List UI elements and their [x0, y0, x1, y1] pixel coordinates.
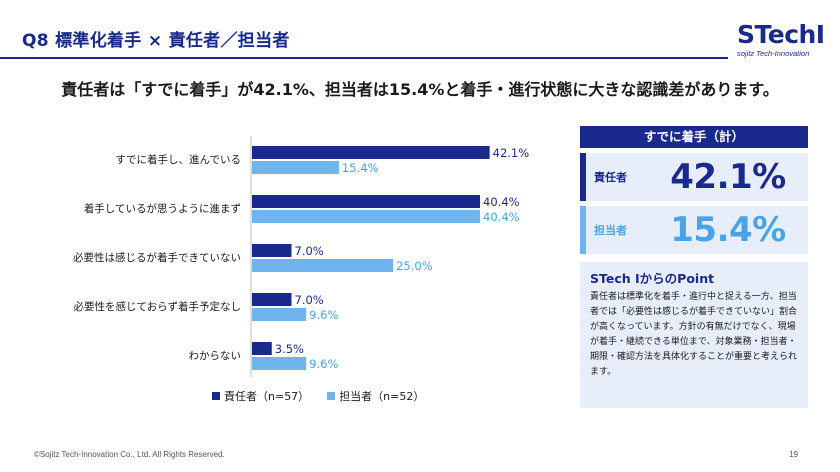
legend-label-staff: 担当者（n=52）	[339, 390, 425, 403]
bar-manager	[252, 293, 292, 306]
value-label-staff: 9.6%	[309, 308, 338, 322]
logo-wordmark: STechI	[737, 20, 825, 49]
kpi-title: すでに着手（計）	[580, 126, 808, 148]
kpi-accent-staff	[580, 206, 586, 254]
page-title: Q8 標準化着手 × 責任者／担当者	[22, 31, 290, 51]
bar-staff	[252, 259, 394, 272]
logo-tagline: sojitz Tech-Innovation	[737, 49, 810, 58]
bar-staff	[252, 161, 339, 174]
legend-item-staff: 担当者（n=52）	[327, 388, 424, 404]
value-label-manager: 7.0%	[295, 244, 324, 258]
value-label-manager: 42.1%	[493, 146, 530, 160]
insight-title: STech IからのPoint	[590, 271, 715, 286]
bar-manager	[252, 146, 490, 159]
kpi-label-manager: 責任者	[594, 171, 627, 184]
chart-legend: 責任者（n=57） 担当者（n=52）	[212, 388, 424, 404]
company-logo: STechI sojitz Tech-Innovation	[737, 20, 825, 68]
bar-chart: すでに着手し、進んでいる 42.1% 15.4% 着手しているが思うように進まず 40.…	[73, 136, 530, 377]
category-label: わからない	[189, 350, 242, 362]
kpi-label-staff: 担当者	[594, 224, 627, 237]
bar-staff	[252, 357, 307, 370]
copyright: ©Sojitz Tech-Innovation Co., Ltd. All Ri…	[34, 450, 225, 459]
bar-staff	[252, 308, 307, 321]
value-label-staff: 9.6%	[309, 357, 338, 371]
kpi-row-staff: 担当者 15.4%	[580, 206, 808, 254]
legend-label-manager: 責任者（n=57）	[224, 390, 310, 403]
kpi-accent-manager	[580, 153, 586, 201]
kpi-value-manager: 42.1%	[670, 157, 786, 197]
legend-swatch-staff	[327, 392, 336, 400]
insight-panel: STech IからのPoint 責任者は標準化を着手・進行中と捉える一方、担当者…	[580, 262, 808, 408]
category-label: 着手しているが思うように進まず	[84, 202, 241, 215]
value-label-staff: 25.0%	[396, 259, 433, 273]
value-label-staff: 40.4%	[483, 210, 520, 224]
headline: 責任者は「すでに着手」が42.1%、担当者は15.4%と着手・進行状態に大きな認…	[61, 80, 779, 99]
category-label: 必要性を感じておらず着手予定なし	[74, 300, 241, 313]
insight-body: 責任者は標準化を着手・進行中と捉える一方、担当者では「必要性は感じるが着手できて…	[590, 292, 798, 377]
value-label-manager: 40.4%	[483, 195, 520, 209]
bar-manager	[252, 244, 292, 257]
value-label-manager: 3.5%	[275, 342, 304, 356]
category-label: すでに着手し、進んでいる	[115, 153, 241, 166]
kpi-panel: すでに着手（計） 責任者 42.1% 担当者 15.4%	[580, 126, 808, 254]
value-label-staff: 15.4%	[342, 161, 379, 175]
legend-item-manager: 責任者（n=57）	[212, 388, 309, 404]
page-number: 19	[789, 450, 798, 459]
bar-staff	[252, 210, 481, 223]
value-label-manager: 7.0%	[295, 293, 324, 307]
bar-manager	[252, 195, 481, 208]
category-label: 必要性は感じるが着手できていない	[73, 251, 241, 264]
kpi-value-staff: 15.4%	[670, 210, 786, 250]
kpi-row-manager: 責任者 42.1%	[580, 153, 808, 201]
legend-swatch-manager	[212, 392, 220, 400]
header-divider	[0, 57, 728, 59]
bar-manager	[252, 342, 272, 355]
